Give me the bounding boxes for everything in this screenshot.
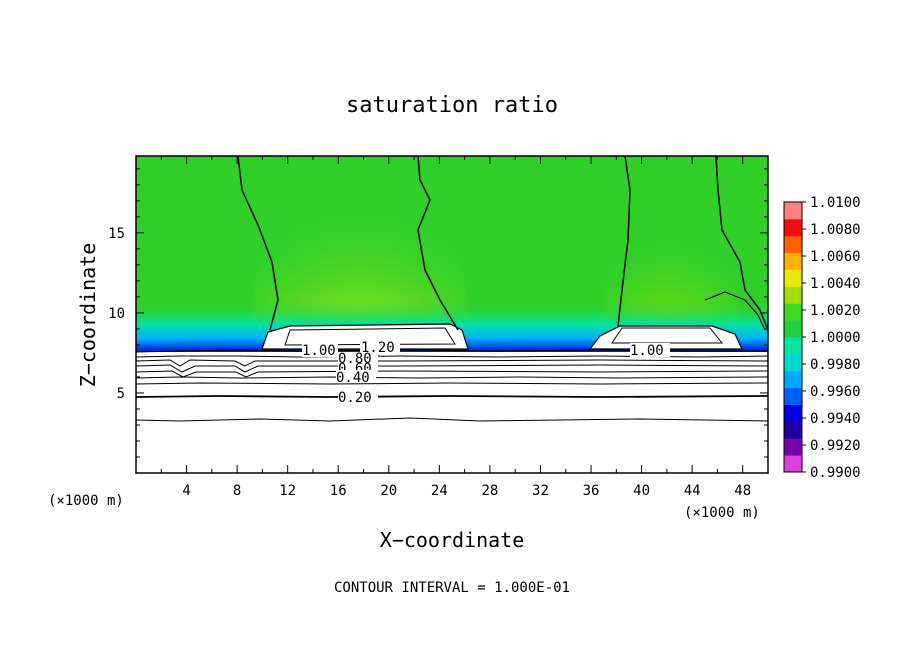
- x-tick-label-20: 20: [380, 483, 397, 499]
- colorbar-label-4: 1.0020: [810, 303, 861, 319]
- colorbar-label-7: 0.9960: [810, 384, 861, 400]
- x-tick-label-24: 24: [431, 483, 448, 499]
- contour-line-upper-4: [715, 156, 768, 331]
- lower-region: [136, 352, 768, 473]
- x-tick-label-40: 40: [633, 483, 650, 499]
- colorbar-label-3: 1.0040: [810, 276, 861, 292]
- plot-field: [136, 156, 768, 473]
- chart-title: saturation ratio: [346, 93, 558, 118]
- footer-contour-interval: CONTOUR INTERVAL = 1.000E-01: [334, 580, 570, 596]
- contour-line-upper-5: [704, 291, 766, 331]
- x-tick-label-36: 36: [583, 483, 600, 499]
- colorbar-swatch-6: [784, 353, 802, 372]
- contour-line-5: [136, 370, 768, 378]
- x-axis: 4 8 12 16 20 24 28 32 36 40 44 48: [160, 156, 751, 499]
- x-axis-label: X−coordinate: [380, 528, 525, 552]
- colorbar-swatch-0: [784, 455, 802, 473]
- colorbar-swatch-8: [784, 320, 802, 338]
- y-axis: 5 10 15: [108, 168, 768, 458]
- contour-line-3: [136, 359, 768, 367]
- contour-line-8: [136, 395, 768, 398]
- colorbar-swatch-3: [784, 404, 802, 422]
- colorbar-label-6: 0.9980: [810, 357, 861, 373]
- colorbar-label-10: 0.9900: [810, 465, 861, 481]
- colorbar-swatch-12: [784, 252, 802, 270]
- y-tick-label-15: 15: [108, 226, 125, 242]
- x-tick-label-4: 4: [182, 483, 190, 499]
- colorbar-label-9: 0.9920: [810, 438, 861, 454]
- colorbar-swatch-11: [784, 269, 802, 287]
- x-tick-label-44: 44: [684, 483, 701, 499]
- x-axis-unit-left: (×1000 m): [48, 493, 124, 509]
- x-tick-label-48: 48: [734, 483, 751, 499]
- contour-line-upper-1: [237, 156, 279, 331]
- colorbar-swatch-7: [784, 337, 802, 355]
- contour-labels: 1.00 1.20 0.80 0.60 0.40 0.20 1.00: [302, 340, 670, 406]
- y-tick-label-10: 10: [108, 306, 125, 322]
- colorbar-swatch-1: [784, 438, 802, 456]
- contour-line-9: [136, 417, 768, 422]
- colorbar-swatch-5: [784, 370, 802, 389]
- plot-frame: [135, 155, 769, 474]
- colorbar-label-5: 1.0000: [810, 330, 861, 346]
- x-tick-label-12: 12: [279, 483, 296, 499]
- contour-label-0-20: 0.20: [338, 390, 372, 406]
- x-tick-label-28: 28: [481, 483, 498, 499]
- colorbar-swatch-2: [784, 421, 802, 439]
- x-tick-label-8: 8: [233, 483, 241, 499]
- y-axis-label: Z−coordinate: [76, 243, 100, 388]
- cloud-region-left: [261, 323, 469, 350]
- contour-label-right-1-00: 1.00: [630, 343, 664, 359]
- colorbar-label-8: 0.9940: [810, 411, 861, 427]
- colorbar-label-1: 1.0080: [810, 222, 861, 238]
- colorbar-label-0: 1.0100: [810, 195, 861, 211]
- colorbar-swatch-4: [784, 387, 802, 405]
- x-axis-unit-right: (×1000 m): [684, 505, 760, 521]
- y-tick-label-5: 5: [117, 386, 125, 402]
- contour-1-20-right: [611, 327, 724, 344]
- contour-line-upper-3: [617, 156, 631, 327]
- contour-line-upper-2: [417, 156, 459, 331]
- colorbar-swatch-13: [784, 235, 802, 254]
- colorbar-swatch-9: [784, 303, 802, 321]
- x-tick-label-32: 32: [532, 483, 549, 499]
- colorbar: 1.0100 1.0080 1.0060 1.0040 1.0020 1.0000 0.99…: [783, 195, 861, 481]
- colorbar-label-2: 1.0060: [810, 249, 861, 265]
- contour-line-7: [136, 382, 768, 385]
- colorbar-swatch-14: [784, 218, 802, 237]
- colorbar-swatch-15: [784, 202, 802, 220]
- contour-label-left-1-00: 1.00: [302, 343, 336, 359]
- colorbar-swatch-10: [784, 286, 802, 304]
- x-tick-label-16: 16: [330, 483, 347, 499]
- contour-label-0-40: 0.40: [336, 370, 370, 386]
- contour-line-4: [136, 364, 768, 373]
